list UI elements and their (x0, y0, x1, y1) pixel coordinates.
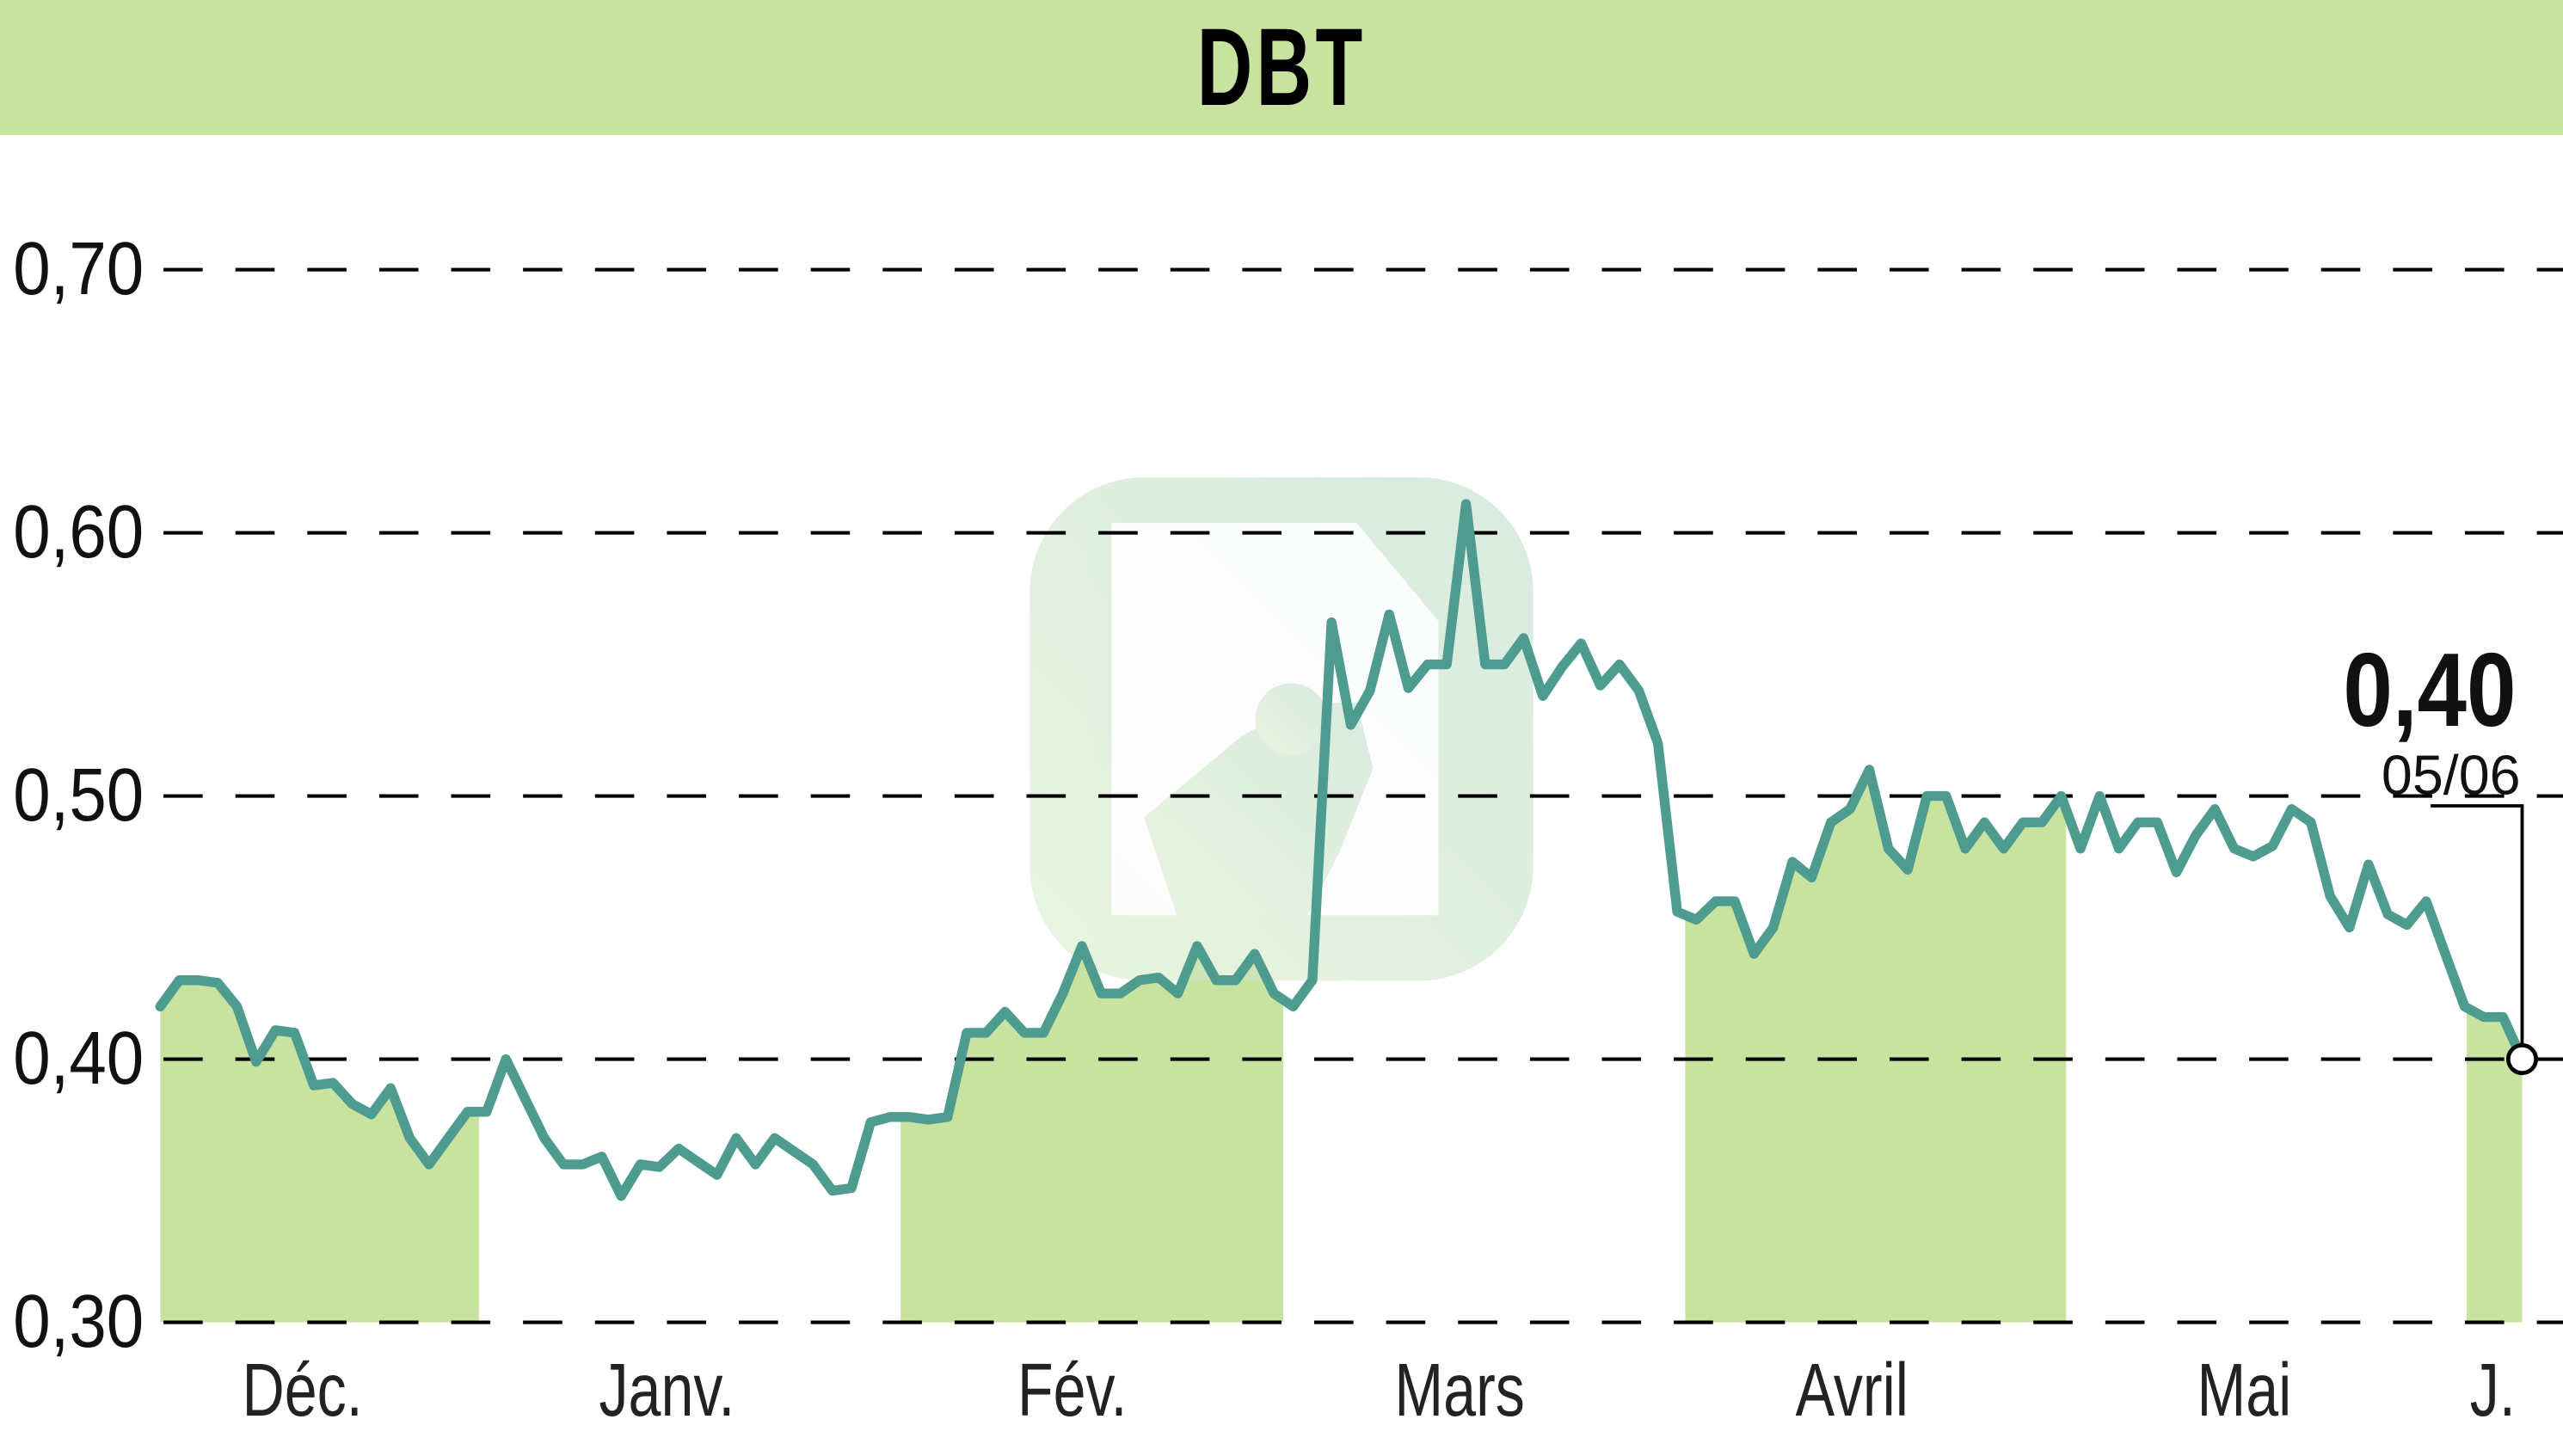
chart-title: DBT (1196, 6, 1367, 129)
month-band (1685, 503, 2067, 1323)
y-tick-label: 0,50 (13, 753, 144, 837)
y-tick-label: 0,60 (13, 489, 144, 574)
last-point-annotation: 0,40 05/06 (2343, 631, 2539, 1076)
month-band (160, 503, 479, 1323)
price-line (155, 499, 2528, 1201)
y-tick-label: 0,70 (13, 226, 144, 310)
last-point-marker (2505, 1043, 2539, 1076)
x-axis-labels: Déc. Janv. Fév. Mars Avril Mai J. (243, 1348, 2516, 1432)
x-tick-label: Janv. (599, 1348, 734, 1432)
x-tick-label: Déc. (243, 1348, 363, 1432)
y-tick-label: 0,30 (13, 1279, 144, 1363)
y-axis-labels: 0,70 0,60 0,50 0,40 0,30 (13, 226, 144, 1363)
y-tick-label: 0,40 (13, 1016, 144, 1100)
x-tick-label: Mars (1394, 1348, 1524, 1432)
x-tick-label: J. (2470, 1348, 2516, 1432)
last-date-label: 05/06 (2382, 745, 2521, 807)
chart-header: DBT (0, 0, 2563, 135)
x-tick-label: Fév. (1017, 1348, 1128, 1432)
x-tick-label: Mai (2197, 1348, 2291, 1432)
last-value-label: 0,40 (2343, 631, 2516, 748)
x-tick-label: Avril (1796, 1348, 1908, 1432)
watermark-bull-logo-icon (1030, 476, 1533, 981)
